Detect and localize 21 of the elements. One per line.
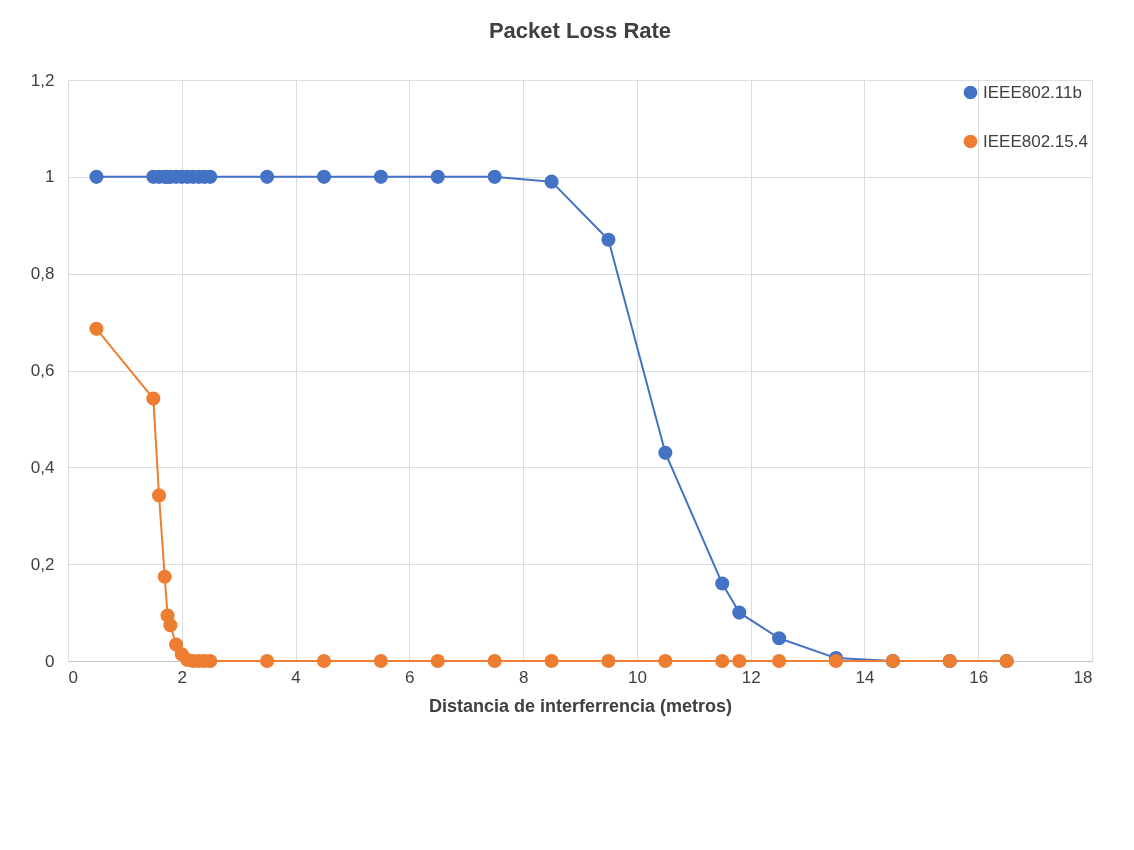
- x-tick-label: 12: [741, 667, 761, 687]
- y-tick-label: 0: [45, 651, 55, 671]
- y-tick-label: 1: [45, 167, 55, 187]
- y-tick-label: 0,4: [30, 457, 55, 477]
- y-tick-label: 0,2: [30, 554, 55, 574]
- y-tick-label: 0,6: [30, 361, 55, 380]
- x-tick-label: 6: [405, 667, 415, 687]
- chart-title: Packet Loss Rate: [488, 18, 672, 43]
- x-axis-title: Distancia de interferrencia (metros): [428, 695, 733, 716]
- x-tick-label: 18: [1073, 667, 1093, 687]
- x-tick-label: 2: [177, 667, 188, 687]
- x-tick-label: 8: [518, 667, 529, 687]
- legend-label: IEEE802.15.4: [983, 131, 1088, 151]
- legend-label: IEEE802.11b: [983, 82, 1082, 102]
- x-tick-label: 4: [291, 667, 301, 687]
- x-tick-label: 10: [627, 667, 647, 687]
- x-tick-label: 14: [855, 667, 875, 687]
- y-tick-label: 0,8: [30, 264, 55, 284]
- x-tick-label: 16: [969, 667, 989, 687]
- x-tick-label: 0: [68, 667, 78, 687]
- y-tick-label: 1,2: [30, 70, 55, 90]
